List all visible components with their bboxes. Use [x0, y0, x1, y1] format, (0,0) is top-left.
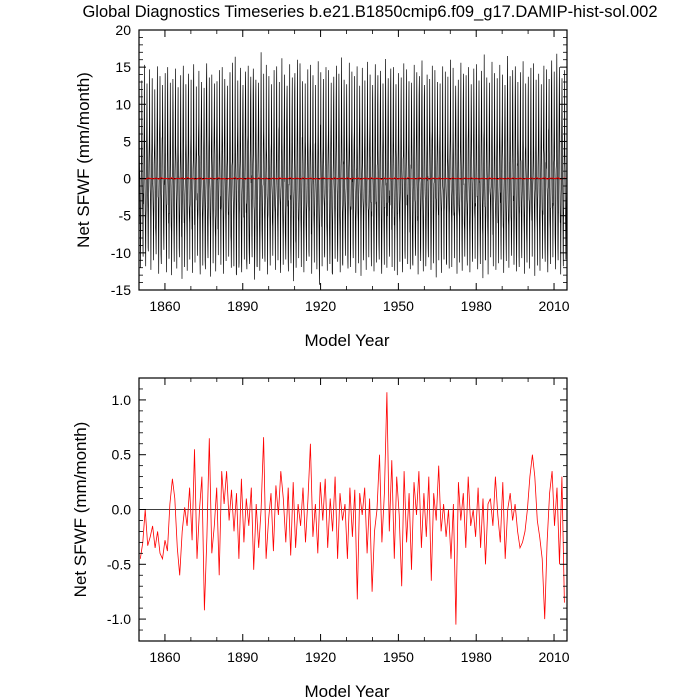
y-tick-label: 0.0 — [112, 502, 132, 518]
annual-series-line — [139, 392, 565, 625]
plot-area — [139, 52, 567, 285]
x-tick-label: 1980 — [461, 298, 492, 314]
x-tick-label: 1950 — [383, 298, 414, 314]
plot-frame — [138, 29, 568, 291]
x-tick-label: 1920 — [305, 298, 336, 314]
y-tick-label: -0.5 — [107, 556, 131, 572]
y-tick-label: 1.0 — [112, 392, 132, 408]
y-axis-label: Net SFWF (mm/month) — [74, 72, 93, 248]
x-tick-label: 1860 — [149, 649, 180, 665]
y-tick-label: -1.0 — [107, 611, 131, 627]
x-axis-label: Model Year — [304, 331, 389, 350]
y-tick-label: 5 — [123, 133, 131, 149]
y-tick-label: -5 — [119, 208, 132, 224]
x-tick-label: 1890 — [227, 649, 258, 665]
y-tick-label: -10 — [111, 245, 131, 261]
x-axis-label: Model Year — [304, 682, 389, 700]
y-tick-label: 0.5 — [112, 447, 132, 463]
monthly-timeseries-panel: -15 -10 -5 0 5 10 15 20 1860 1890 1920 1950 1980 2010… — [74, 22, 570, 350]
y-tick-label: 0 — [123, 171, 131, 187]
monthly-series-line — [139, 52, 567, 285]
y-tick-label: 15 — [115, 59, 131, 75]
x-tick-label: 1890 — [227, 298, 258, 314]
y-tick-label: 20 — [115, 22, 131, 38]
annual-mean-line — [140, 176, 566, 181]
plot-area — [139, 392, 567, 625]
y-axis-label: Net SFWF (mm/month) — [71, 422, 90, 598]
annual-timeseries-panel: -1.0 -0.5 0.0 0.5 1.0 1860 1890 1920 1950 1980 201… — [71, 377, 570, 700]
x-tick-label: 1980 — [461, 649, 492, 665]
x-tick-label: 1950 — [383, 649, 414, 665]
figure-title: Global Diagnostics Timeseries b.e21.B185… — [82, 3, 657, 21]
x-tick-label: 2010 — [538, 649, 569, 665]
x-tick-label: 1920 — [305, 649, 336, 665]
y-tick-label: -15 — [111, 282, 131, 298]
y-tick-label: 10 — [115, 96, 131, 112]
x-tick-label: 2010 — [538, 298, 569, 314]
x-tick-label: 1860 — [149, 298, 180, 314]
